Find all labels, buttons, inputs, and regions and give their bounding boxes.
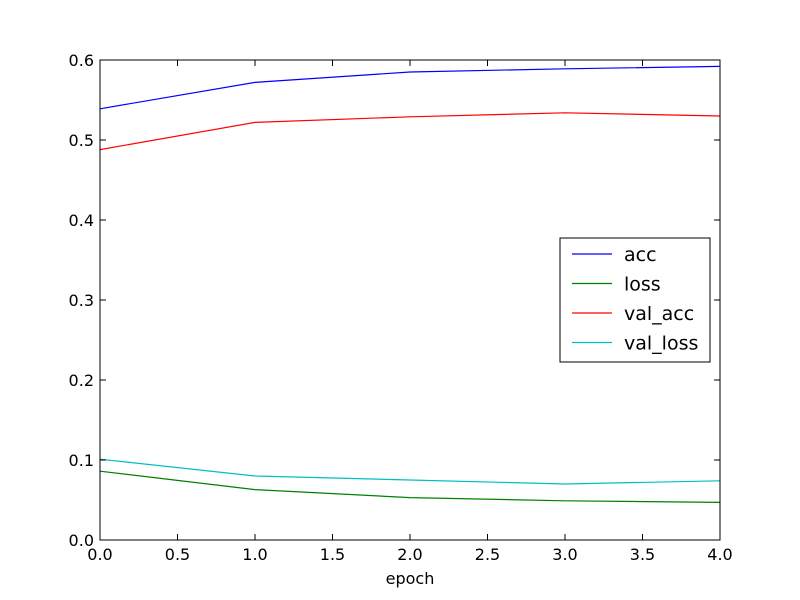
y-tick-label: 0.5 [69, 131, 94, 150]
x-axis-label: epoch [386, 569, 435, 588]
x-tick-label: 3.5 [630, 545, 655, 564]
legend: acc loss val_acc val_loss [559, 237, 711, 363]
legend-label-val_acc: val_acc [624, 303, 694, 325]
y-tick-label: 0.1 [69, 451, 94, 470]
x-tick-label: 2.5 [475, 545, 500, 564]
y-tick-label: 0.6 [69, 51, 94, 70]
x-tick-label: 0.0 [87, 545, 112, 564]
x-tick-label: 2.0 [397, 545, 422, 564]
x-tick-label: 3.0 [552, 545, 577, 564]
legend-label-loss: loss [624, 274, 661, 296]
x-tick-label: 1.0 [242, 545, 267, 564]
y-tick-label: 0.4 [69, 211, 94, 230]
series-line-loss [99, 470, 721, 503]
y-tick-label: 0.3 [69, 291, 94, 310]
legend-box [559, 237, 711, 363]
axis-ticks: 0.0 0.5 1.0 1.5 2.0 2.5 3.0 3.5 4.0 0.0 0.1 0.2 0.3 0… [69, 51, 733, 564]
legend-label-val_loss: val_loss [624, 333, 698, 355]
legend-label-acc: acc [624, 244, 657, 266]
series-line-val_loss [99, 458, 721, 485]
series-line-val_acc [99, 112, 721, 151]
x-tick-label: 1.5 [320, 545, 345, 564]
x-tick-label: 4.0 [707, 545, 732, 564]
y-tick-label: 0.0 [69, 531, 94, 550]
series-line-acc [99, 65, 721, 110]
y-tick-label: 0.2 [69, 371, 94, 390]
x-tick-label: 0.5 [165, 545, 190, 564]
